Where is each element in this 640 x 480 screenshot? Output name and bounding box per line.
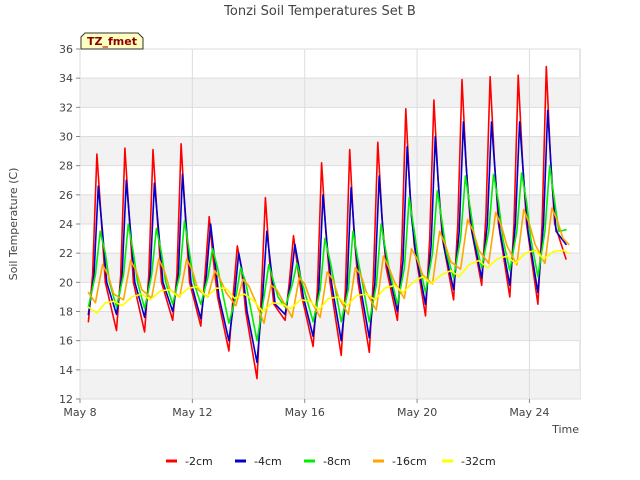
station-label: TZ_fmet (87, 35, 137, 48)
grid-band (80, 78, 580, 108)
x-tick-label: May 12 (172, 406, 212, 419)
y-tick-label: 36 (59, 43, 73, 56)
y-tick-label: 22 (59, 247, 73, 260)
series-line-32cmcm-depth (87, 249, 570, 314)
y-tick-label: 26 (59, 189, 73, 202)
station-label-box: TZ_fmet (80, 32, 144, 50)
y-tick-label: 34 (59, 72, 73, 85)
grid-band (80, 194, 580, 224)
y-tick-label: 20 (59, 276, 73, 289)
x-axis-title: Time (551, 423, 579, 436)
grid-bands (80, 78, 580, 399)
chart-title: Tonzi Soil Temperatures Set B (223, 4, 416, 19)
y-axis-title: Soil Temperature (C) (7, 168, 20, 281)
y-tick-label: 28 (59, 160, 73, 173)
legend-label: -8cm (323, 455, 351, 468)
x-tick-label: May 16 (285, 406, 325, 419)
legend: -2cm -4cm -8cm -16cm -32cm (166, 455, 496, 468)
grid-band (80, 136, 580, 166)
grid-band (80, 311, 580, 341)
grid-band (80, 369, 580, 399)
y-tick-label: 24 (59, 218, 73, 231)
legend-label: -2cm (185, 455, 213, 468)
y-tick-label: 16 (59, 335, 73, 348)
legend-label: -4cm (254, 455, 282, 468)
legend-label: -32cm (461, 455, 496, 468)
series-layer (87, 65, 570, 380)
y-tick-label: 32 (59, 101, 73, 114)
series-line-16cmcm-depth (87, 207, 570, 325)
y-tick-label: 12 (59, 393, 73, 406)
y-tick-label: 14 (59, 364, 73, 377)
series-line-8cmcm-depth (87, 164, 567, 342)
x-axis-ticks: May 8 May 12 May 16 May 20 May 24 (63, 399, 550, 419)
series-line-4cmcm-depth (87, 109, 567, 364)
y-tick-label: 18 (59, 306, 73, 319)
x-tick-label: May 20 (397, 406, 437, 419)
y-tick-label: 30 (59, 131, 73, 144)
x-tick-label: May 24 (509, 406, 549, 419)
y-axis-ticks: 12 14 16 18 20 22 24 26 28 30 32 34 36 (59, 43, 80, 406)
legend-label: -16cm (392, 455, 427, 468)
x-tick-label: May 8 (63, 406, 96, 419)
